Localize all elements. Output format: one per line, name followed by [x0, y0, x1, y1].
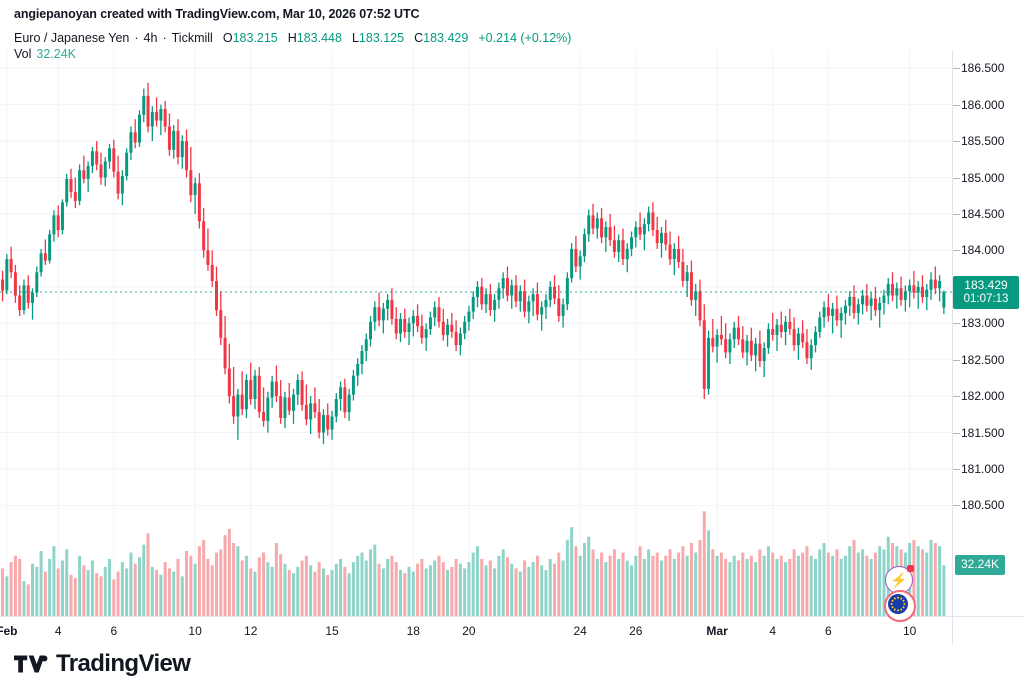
legend-symbol[interactable]: Euro / Japanese Yen [14, 31, 130, 45]
legend-close-value: 183.429 [423, 31, 469, 45]
legend-exchange[interactable]: Tickmill [171, 31, 213, 45]
bar-countdown: 01:07:13 [963, 292, 1009, 305]
time-tick-label: 10 [188, 624, 202, 638]
time-tick-label: 4 [769, 624, 777, 638]
legend-volume-value: 32.24K [36, 47, 77, 61]
price-tick-dash [953, 104, 960, 106]
legend-high-label: H [287, 31, 297, 45]
tradingview-brand-text: TradingView [56, 650, 191, 677]
current-price-badge[interactable]: 183.429 01:07:13 [953, 275, 1019, 309]
price-tick-label: 182.500 [961, 352, 1005, 367]
floating-icon-stack: ⚡ [884, 565, 916, 622]
time-tick-label: 26 [629, 624, 643, 638]
lightning-bolt-icon[interactable]: ⚡ [885, 565, 914, 594]
legend-close-label: C [414, 31, 424, 45]
price-tick-dash [953, 177, 960, 179]
price-tick-label: 181.000 [961, 461, 1005, 476]
legend-high-value: 183.448 [296, 31, 342, 45]
price-tick-dash [953, 68, 960, 70]
time-tick-label: 18 [406, 624, 420, 638]
legend-open-value: 183.215 [232, 31, 278, 45]
price-tick-dash [953, 359, 960, 361]
legend-low-value: 183.125 [358, 31, 405, 45]
legend-interval[interactable]: 4h [143, 31, 158, 45]
legend-low-label: L [351, 31, 359, 45]
price-tick-label: 184.000 [961, 243, 1005, 258]
price-tick-label: 185.000 [961, 170, 1005, 185]
legend-separator-1: · [134, 31, 139, 45]
price-tick-dash [953, 432, 960, 434]
time-scale[interactable]: Feb 4 6 10 12 15 18 20 24 26 Mar 4 6 10 [0, 616, 952, 644]
price-tick-dash [953, 468, 960, 470]
candlestick-chart [0, 50, 952, 616]
time-tick-label: 15 [325, 624, 339, 638]
price-tick-dash [953, 323, 960, 325]
time-tick-label: 20 [462, 624, 476, 638]
chart-legend: Euro / Japanese Yen · 4h · Tickmill O183.215 H… [14, 30, 571, 62]
price-tick-label: 181.500 [961, 425, 1005, 440]
price-tick-dash [953, 141, 960, 143]
price-tick-label: 186.500 [961, 61, 1005, 76]
price-tick-label: 183.000 [961, 316, 1005, 331]
legend-change: +0.214 (+0.12%) [478, 31, 572, 45]
price-tick-label: 182.000 [961, 389, 1005, 404]
time-tick-label: Feb [0, 624, 18, 638]
notification-badge [907, 565, 914, 572]
eu-flag-stars [890, 596, 906, 612]
time-scale-corner [952, 616, 1024, 644]
chart-plot-area[interactable] [0, 50, 952, 616]
legend-volume-label: Vol [14, 47, 32, 61]
time-tick-label: 4 [54, 624, 62, 638]
price-tick-dash [953, 213, 960, 215]
price-tick-label: 184.500 [961, 206, 1005, 221]
price-tick-dash [953, 396, 960, 398]
tradingview-logo-icon [14, 655, 48, 673]
time-tick-label: 6 [825, 624, 832, 638]
price-scale[interactable]: 186.500 186.000 185.500 185.000 184.500 184.0… [952, 50, 1024, 616]
legend-volume-row: Vol 32.24K [14, 46, 571, 62]
legend-separator-2: · [162, 31, 167, 45]
price-tick-label: 186.000 [961, 97, 1005, 112]
eu-flag-icon[interactable] [884, 590, 916, 622]
price-tick-dash [953, 250, 960, 252]
volume-value-badge[interactable]: 32.24K [955, 555, 1006, 576]
legend-main-row: Euro / Japanese Yen · 4h · Tickmill O183.215 H… [14, 30, 571, 46]
price-tick-label: 180.500 [961, 498, 1005, 513]
time-tick-label: 6 [110, 624, 118, 638]
tradingview-footer: TradingView [14, 650, 191, 677]
current-price-value: 183.429 [964, 277, 1008, 292]
attribution-text: angiepanoyan created with TradingView.co… [14, 7, 420, 21]
price-tick-label: 185.500 [961, 134, 1005, 149]
time-tick-label: 24 [573, 624, 587, 638]
legend-open-label: O [222, 31, 233, 45]
time-tick-label: 10 [902, 624, 917, 638]
time-tick-label: 12 [244, 624, 258, 638]
eu-flag-field [888, 594, 908, 614]
price-tick-dash [953, 505, 960, 507]
lightning-bolt-glyph: ⚡ [890, 572, 908, 588]
time-tick-label: Mar [706, 624, 728, 638]
